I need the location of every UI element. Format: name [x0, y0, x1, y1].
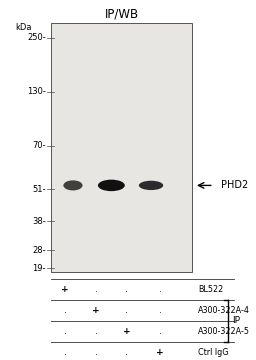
- Text: 38-: 38-: [32, 217, 46, 226]
- Text: 19-: 19-: [33, 264, 46, 273]
- Text: .: .: [64, 348, 67, 356]
- Ellipse shape: [139, 181, 163, 190]
- Text: kDa: kDa: [15, 23, 32, 32]
- Text: .: .: [158, 327, 162, 336]
- Text: .: .: [94, 285, 98, 294]
- Text: .: .: [94, 348, 98, 356]
- Text: .: .: [64, 327, 67, 336]
- Text: 51-: 51-: [33, 184, 46, 194]
- Text: IP: IP: [232, 316, 240, 325]
- Text: +: +: [156, 348, 164, 356]
- Text: .: .: [125, 348, 128, 356]
- Ellipse shape: [63, 180, 82, 190]
- Ellipse shape: [98, 180, 125, 191]
- Text: .: .: [94, 327, 98, 336]
- Text: BL522: BL522: [198, 285, 224, 294]
- Text: A300-322A-5: A300-322A-5: [198, 327, 250, 336]
- Text: +: +: [61, 285, 69, 294]
- Text: +: +: [92, 306, 100, 315]
- Text: 70-: 70-: [33, 141, 46, 150]
- Bar: [51, 23, 192, 272]
- Text: 28-: 28-: [33, 246, 46, 255]
- Text: A300-322A-4: A300-322A-4: [198, 306, 250, 315]
- Text: .: .: [125, 306, 128, 315]
- Text: .: .: [158, 306, 162, 315]
- Text: IP/WB: IP/WB: [104, 8, 139, 21]
- Text: 130-: 130-: [27, 87, 46, 96]
- Text: .: .: [158, 285, 162, 294]
- Text: Ctrl IgG: Ctrl IgG: [198, 348, 229, 356]
- Text: .: .: [64, 306, 67, 315]
- Text: .: .: [125, 285, 128, 294]
- Text: PHD2: PHD2: [221, 180, 249, 190]
- Text: 250-: 250-: [27, 33, 46, 42]
- Text: +: +: [123, 327, 131, 336]
